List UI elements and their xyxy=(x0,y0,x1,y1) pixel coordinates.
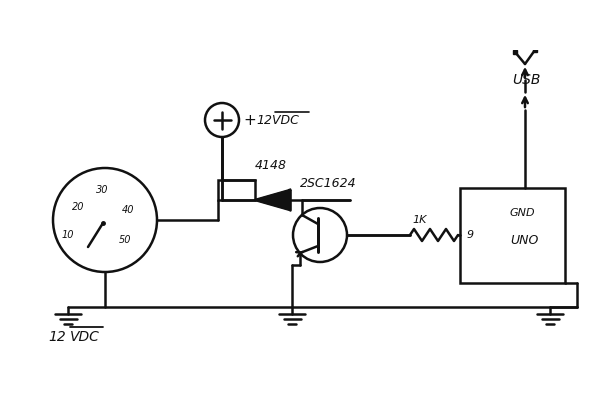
Text: 1K: 1K xyxy=(412,215,427,225)
Text: USB: USB xyxy=(512,73,541,87)
Bar xyxy=(460,188,565,283)
Text: 40: 40 xyxy=(122,205,134,215)
Text: 10: 10 xyxy=(62,230,74,240)
Text: GND: GND xyxy=(510,208,536,218)
Text: 30: 30 xyxy=(96,185,108,195)
Text: 20: 20 xyxy=(72,202,84,212)
Text: 12: 12 xyxy=(48,330,66,344)
Text: 50: 50 xyxy=(119,235,131,245)
Text: 12VDC: 12VDC xyxy=(256,113,299,127)
Text: 2SC1624: 2SC1624 xyxy=(300,176,356,190)
Text: +: + xyxy=(243,112,256,127)
Bar xyxy=(218,180,255,200)
Text: 9: 9 xyxy=(467,230,474,240)
Text: 4148: 4148 xyxy=(255,159,287,171)
Text: UNO: UNO xyxy=(510,234,538,247)
Text: VDC: VDC xyxy=(70,330,100,344)
Polygon shape xyxy=(255,190,290,210)
